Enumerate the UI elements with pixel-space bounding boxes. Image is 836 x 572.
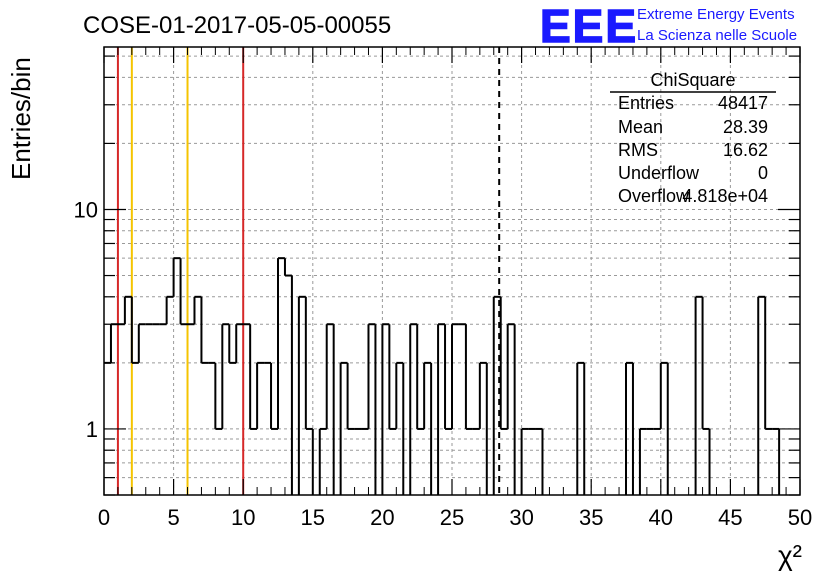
- axis-ticks: [103, 47, 801, 496]
- eee-logo: EEE Extreme Energy Events La Scienza nel…: [539, 0, 797, 53]
- x-tick-label: 40: [649, 505, 673, 530]
- x-tick-label: 50: [788, 505, 812, 530]
- stats-label: Underflow: [618, 163, 700, 183]
- x-tick-label: 45: [718, 505, 742, 530]
- logo-mark: EEE: [540, 0, 638, 52]
- stats-value: 48417: [718, 93, 768, 113]
- stats-value: 28.39: [723, 117, 768, 137]
- chart-title: COSE-01-2017-05-05-00055: [83, 12, 391, 39]
- y-tick-label: 1: [86, 417, 98, 442]
- x-tick-label: 0: [98, 505, 110, 530]
- x-tick-label: 20: [370, 505, 394, 530]
- stats-value: 0: [758, 163, 768, 183]
- x-tick-label: 10: [231, 505, 255, 530]
- logo-line-1: Extreme Energy Events: [637, 6, 795, 23]
- stats-value: 16.62: [723, 140, 768, 160]
- x-tick-label: 35: [579, 505, 603, 530]
- stats-label: RMS: [618, 140, 658, 160]
- stats-label: Overflow: [618, 186, 690, 206]
- x-tick-label: 30: [509, 505, 533, 530]
- stats-header: ChiSquare: [650, 70, 735, 90]
- y-axis-label: Entries/bin: [6, 57, 36, 180]
- reference-lines: [116, 47, 501, 495]
- x-tick-label: 25: [440, 505, 464, 530]
- x-tick-label: 5: [167, 505, 179, 530]
- stats-box: ChiSquare Entries 48417 Mean 28.39 RMS 1…: [610, 70, 776, 206]
- axis-tick-labels: 0 5 10 15 20 25 30 35 40 45 50 1 10: [74, 197, 813, 530]
- stats-value: 4.818e+04: [682, 186, 768, 206]
- x-axis-label: χ²: [778, 540, 802, 571]
- stats-label: Entries: [618, 93, 674, 113]
- x-tick-label: 15: [301, 505, 325, 530]
- y-tick-label: 10: [74, 197, 98, 222]
- histogram-bars: [104, 257, 781, 495]
- stats-label: Mean: [618, 117, 663, 137]
- logo-line-2: La Scienza nelle Scuole: [637, 27, 797, 44]
